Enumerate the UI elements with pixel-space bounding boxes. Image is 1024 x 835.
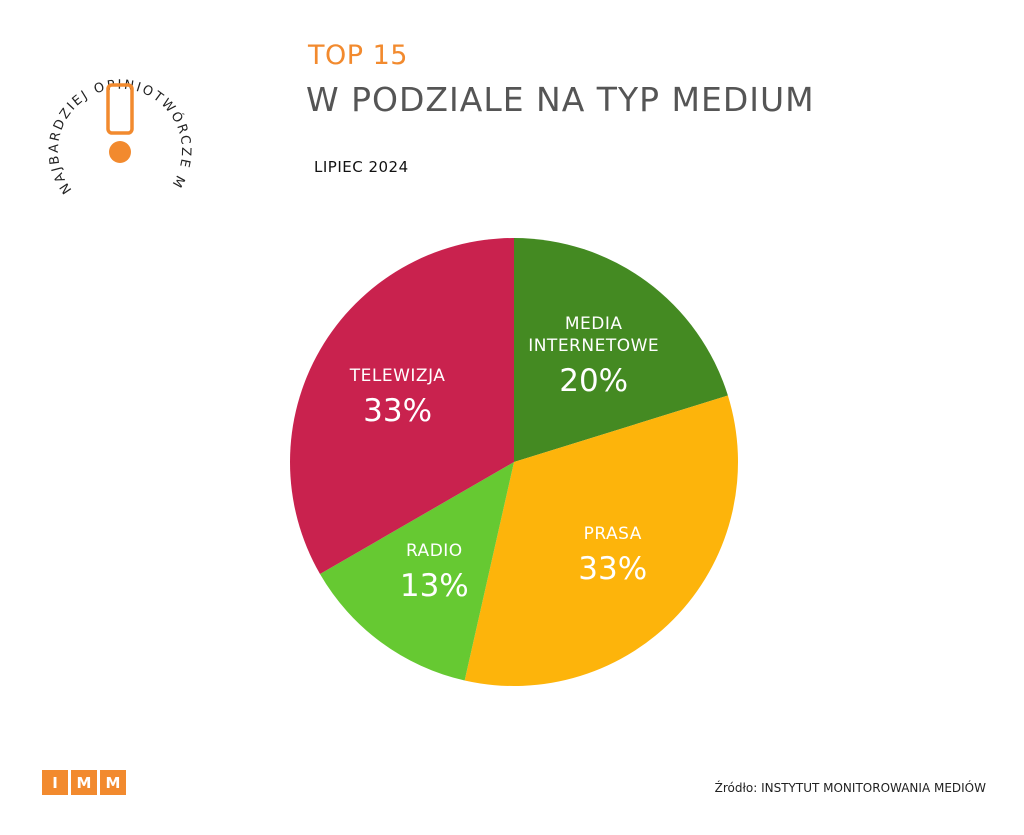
imm-logo: I M M [42, 770, 126, 795]
logo-letter: I [42, 770, 68, 795]
exclamation-icon [106, 83, 134, 163]
slice-label: PRASA [584, 524, 642, 544]
page-title: W PODZIALE NA TYP MEDIUM [306, 80, 815, 119]
pie-slice-prasa [464, 395, 739, 687]
slice-value-label: 33% [578, 551, 647, 587]
source-note: Źródło: INSTYTUT MONITOROWANIA MEDIÓW [714, 781, 986, 795]
slice-label: TELEWIZJA [349, 366, 446, 386]
slice-value-label: 13% [400, 568, 469, 604]
slice-value-label: 20% [559, 363, 628, 399]
badge: NAJBARDZIEJ OPINIOTWÓRCZE MEDIA [20, 40, 191, 196]
slice-label: INTERNETOWE [528, 336, 659, 356]
pie-slice-media-internetowe [514, 238, 728, 462]
top-label: TOP 15 [308, 40, 408, 71]
slice-label: RADIO [406, 541, 463, 561]
period-label: LIPIEC 2024 [314, 158, 409, 176]
pie-slice-telewizja [290, 238, 514, 574]
slice-label: MEDIA [565, 314, 623, 334]
slice-value-label: 33% [363, 393, 432, 429]
pie-slice-radio [320, 462, 514, 681]
logo-letter: M [71, 770, 97, 795]
logo-letter: M [100, 770, 126, 795]
